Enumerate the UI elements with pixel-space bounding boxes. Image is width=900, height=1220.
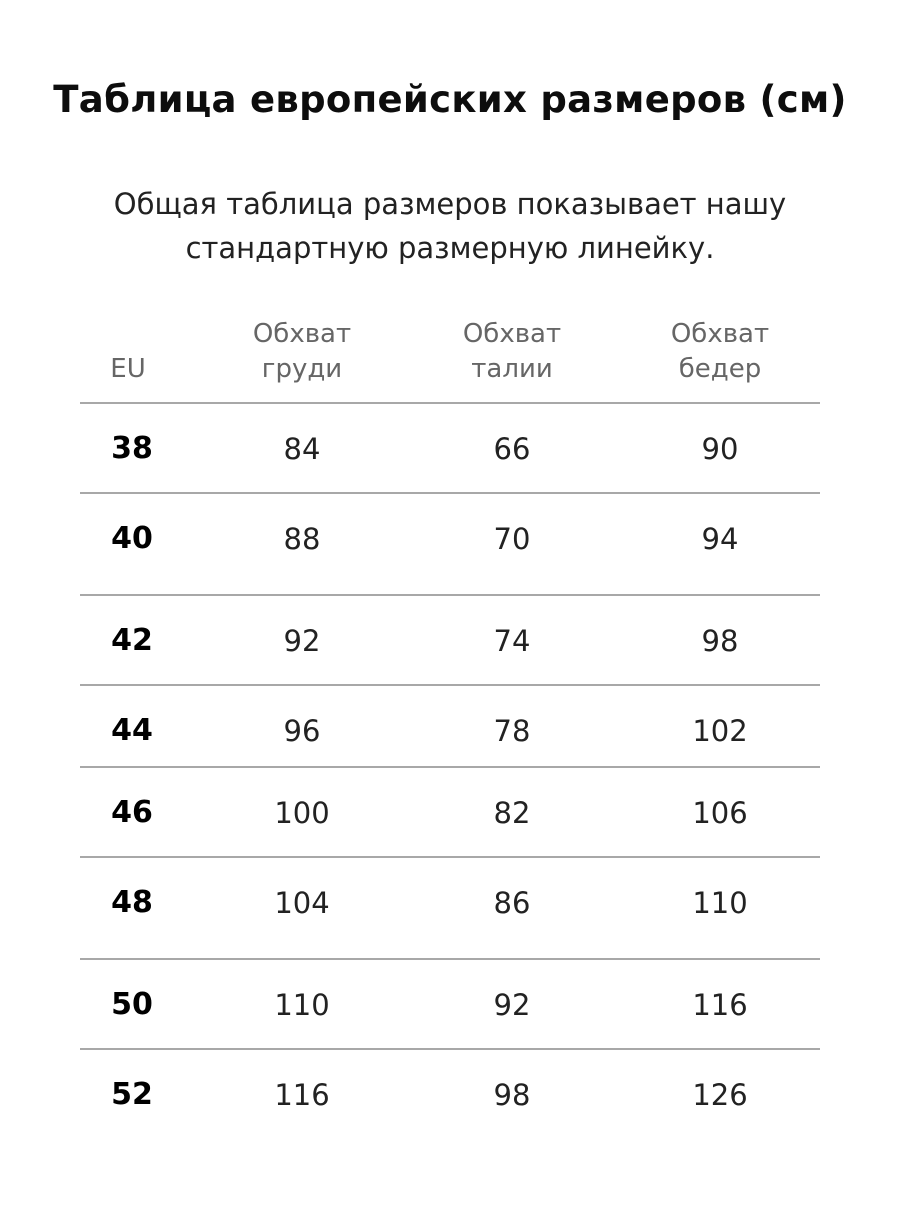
header-waist-line-1: Обхват [462, 319, 562, 349]
chest-cell: 84 [283, 432, 321, 466]
header-eu-line-1 [78, 317, 178, 352]
header-waist-line-2: талии [471, 354, 553, 384]
hips-cell: 126 [692, 1078, 748, 1112]
row-divider [80, 492, 820, 494]
size-eu-cell: 44 [111, 713, 153, 748]
chest-cell: 88 [283, 522, 321, 556]
row-divider [80, 402, 820, 404]
row-divider [80, 958, 820, 960]
waist-cell: 86 [493, 886, 531, 920]
header-chest: Обхват груди [222, 317, 382, 387]
row-divider [80, 766, 820, 768]
chest-cell: 110 [274, 988, 330, 1022]
row-divider [80, 856, 820, 858]
size-eu-cell: 40 [111, 521, 153, 556]
page-subtitle: Общая таблица размеров показывает нашу с… [60, 182, 840, 270]
waist-cell: 78 [493, 714, 531, 748]
header-waist: Обхват талии [432, 317, 592, 387]
row-divider [80, 1048, 820, 1050]
waist-cell: 66 [493, 432, 531, 466]
row-divider [80, 684, 820, 686]
hips-cell: 94 [701, 522, 739, 556]
hips-cell: 98 [701, 624, 739, 658]
subtitle-line-1: Общая таблица размеров показывает нашу [113, 187, 787, 221]
chest-cell: 96 [283, 714, 321, 748]
waist-cell: 82 [493, 796, 531, 830]
size-eu-cell: 52 [111, 1077, 153, 1112]
chest-cell: 100 [274, 796, 330, 830]
size-eu-cell: 48 [111, 885, 153, 920]
chest-cell: 92 [283, 624, 321, 658]
size-eu-cell: 42 [111, 623, 153, 658]
chest-cell: 116 [274, 1078, 330, 1112]
size-eu-cell: 38 [111, 431, 153, 466]
header-chest-line-1: Обхват [252, 319, 352, 349]
header-hips-line-2: бедер [678, 354, 762, 384]
row-divider [80, 594, 820, 596]
page-title: Таблица европейских размеров (см) [53, 78, 847, 121]
hips-cell: 106 [692, 796, 748, 830]
waist-cell: 92 [493, 988, 531, 1022]
header-eu-line-2: EU [110, 354, 146, 384]
header-hips: Обхват бедер [640, 317, 800, 387]
header-eu: EU [78, 317, 178, 387]
subtitle-line-2: стандартную размерную линейку. [185, 231, 715, 265]
hips-cell: 110 [692, 886, 748, 920]
chest-cell: 104 [274, 886, 330, 920]
hips-cell: 90 [701, 432, 739, 466]
hips-cell: 116 [692, 988, 748, 1022]
hips-cell: 102 [692, 714, 748, 748]
waist-cell: 74 [493, 624, 531, 658]
header-hips-line-1: Обхват [670, 319, 770, 349]
waist-cell: 98 [493, 1078, 531, 1112]
size-eu-cell: 50 [111, 987, 153, 1022]
header-chest-line-2: груди [261, 354, 343, 384]
waist-cell: 70 [493, 522, 531, 556]
size-eu-cell: 46 [111, 795, 153, 830]
